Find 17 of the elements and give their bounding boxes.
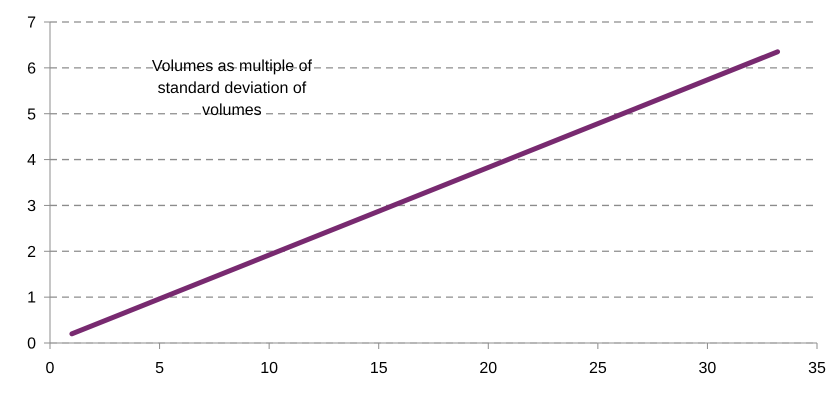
x-tick-label: 35 [808,360,826,377]
x-tick-label: 30 [698,360,716,377]
y-tick-label: 5 [27,106,36,124]
annotation: Volumes as multiple of standard deviation of volumes [152,58,312,120]
y-tick-label: 0 [27,336,36,353]
x-tick-label: 0 [46,360,55,377]
y-tick-label: 7 [27,14,36,32]
x-tick-label: 25 [588,360,607,377]
y-tick-label: 2 [27,244,36,261]
y-tick-label: 4 [27,152,36,170]
y-tick-label: 6 [27,60,36,78]
y-tick-label: 3 [27,198,36,216]
y-tick-label: 1 [27,290,36,307]
x-tick-label: 20 [479,360,498,377]
x-tick-label: 5 [155,360,164,377]
x-tick-label: 10 [260,360,278,377]
x-tick-label: 15 [370,360,388,377]
